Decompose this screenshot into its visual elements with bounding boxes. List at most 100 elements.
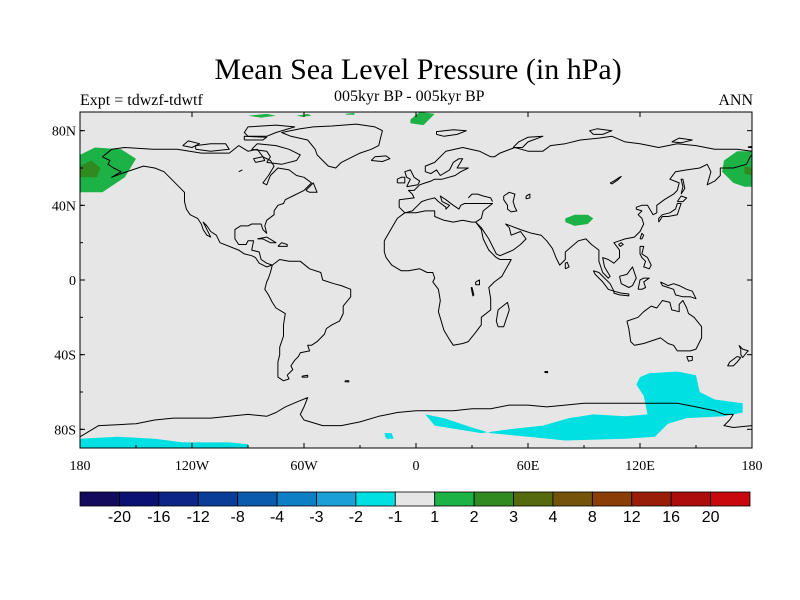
coastline-newfoundland <box>305 182 318 193</box>
coastline-severnaya-zemlya <box>589 128 613 135</box>
coastline-africa <box>383 210 512 346</box>
y-tick-label: 0 <box>69 274 76 289</box>
anomaly-region-11 <box>80 436 248 448</box>
experiment-label: Expt = tdwzf-tdwtf <box>80 92 203 109</box>
colorbar: -20 -16 -12 -8 -4 -3 -2 -1 1 2 3 4 8 12 16 20 <box>79 491 751 526</box>
colorbar-label: -1 <box>388 509 402 526</box>
coastline-lake-tanganyika <box>470 287 475 297</box>
coastline-south-georgia <box>344 380 350 383</box>
coastline-sulawesi <box>637 277 650 290</box>
coastline-tasmania <box>686 356 693 362</box>
anomaly-region-12 <box>384 433 394 439</box>
anomaly-region-1 <box>80 147 136 193</box>
x-tick-label: 180 <box>70 459 91 474</box>
colorbar-label: -2 <box>349 509 363 526</box>
colorbar-swatch <box>119 491 160 507</box>
coastline-ellesmere-island <box>243 124 296 137</box>
colorbar-swatch <box>473 491 514 507</box>
coastline-antarctica <box>80 397 752 438</box>
coastline-layer <box>80 123 752 438</box>
colorbar-label: 20 <box>702 509 720 526</box>
coastline-greenland <box>281 123 383 169</box>
coastline-north-america <box>102 145 312 268</box>
coastline-southampton-island <box>253 156 266 163</box>
coastline-ireland <box>396 176 406 184</box>
x-tick-label: 60W <box>290 459 318 474</box>
longitude-axis: 180 120W 60W 0 60E 120E 180 <box>70 112 763 474</box>
coastline-lake-victoria <box>475 279 480 286</box>
colorbar-label: 8 <box>588 509 597 526</box>
colorbar-swatch <box>434 491 475 507</box>
colorbar-label: 12 <box>623 509 641 526</box>
x-tick-label: 60E <box>517 459 540 474</box>
anomaly-region-4 <box>744 166 752 176</box>
coastline-great-britain <box>404 169 421 188</box>
y-tick-label: 80S <box>54 423 76 438</box>
coastline-devon-island <box>243 135 268 141</box>
coastline-philippines <box>639 245 652 270</box>
colorbar-swatch <box>355 491 396 507</box>
coastline-lake-baikal <box>609 175 622 185</box>
period-label: 005kyr BP - 005kyr BP <box>334 88 485 105</box>
y-tick-label: 80N <box>52 125 76 140</box>
colorbar-swatch <box>670 491 711 507</box>
colorbar-swatch <box>316 491 357 507</box>
coastline-south-america <box>264 259 352 382</box>
colorbar-label: -3 <box>309 509 323 526</box>
anomaly-region-5 <box>565 214 594 226</box>
coastline-australia <box>626 300 703 352</box>
colorbar-swatch <box>158 491 199 507</box>
colorbar-label: 3 <box>509 509 518 526</box>
colorbar-swatch <box>237 491 278 507</box>
coastline-caspian-sea <box>503 191 518 213</box>
anomaly-region-3 <box>722 151 752 187</box>
coastline-wrangel-island <box>747 146 752 148</box>
colorbar-label: -4 <box>270 509 284 526</box>
x-tick-label: 120W <box>175 459 210 474</box>
coastline-baffin-island <box>251 143 301 165</box>
y-tick-label: 40S <box>54 349 76 364</box>
coastline-new-zealand-south <box>727 356 742 367</box>
coastline-falklands <box>301 374 309 378</box>
colorbar-swatch <box>552 491 593 507</box>
coastline-sri-lanka <box>564 261 570 270</box>
coastline-black-sea-shore <box>467 193 493 202</box>
coastline-new-guinea <box>660 281 697 300</box>
colorbar-swatch <box>394 491 436 507</box>
colorbar-label: -8 <box>231 509 245 526</box>
x-tick-label: 0 <box>413 459 420 474</box>
coastline-iceland <box>370 155 391 162</box>
colorbar-label: 2 <box>470 509 479 526</box>
anomaly-region-7 <box>248 113 276 118</box>
coastline-madagascar <box>495 301 510 328</box>
coastline-aral-sea <box>525 193 531 200</box>
coastline-hispaniola <box>277 242 288 247</box>
coastline-borneo <box>619 266 637 288</box>
coastline-cuba <box>257 236 277 244</box>
coastline-taiwan <box>639 232 645 240</box>
y-tick-label: 40N <box>52 199 76 214</box>
coastline-eurasia <box>398 135 752 279</box>
coastline-novaya-zemlya <box>512 135 544 148</box>
coastline-banks-island <box>182 140 200 148</box>
coastline-kerguelen <box>544 371 549 374</box>
colorbar-swatch <box>513 491 554 507</box>
coastline-new-siberian-islands <box>671 137 693 144</box>
colorbar-swatch <box>79 491 120 507</box>
colorbar-label: 1 <box>430 509 439 526</box>
coastline-new-zealand-north <box>738 344 749 358</box>
colorbar-swatch <box>591 491 633 507</box>
coastline-japan <box>658 203 682 223</box>
pressure-anomaly-layer <box>80 112 752 448</box>
coastline-hokkaido <box>676 195 688 203</box>
map-title: Mean Sea Level Pressure (in hPa) <box>214 53 622 86</box>
colorbar-swatch <box>197 491 239 507</box>
season-label: ANN <box>718 92 753 109</box>
x-tick-label: 180 <box>742 459 763 474</box>
colorbar-label: -20 <box>108 509 131 526</box>
colorbar-swatch <box>276 491 317 507</box>
coastline-hainan <box>618 242 624 247</box>
coastline-sakhalin <box>680 178 686 195</box>
anomaly-region-10 <box>425 371 743 441</box>
coastline-sumatra <box>592 270 615 292</box>
